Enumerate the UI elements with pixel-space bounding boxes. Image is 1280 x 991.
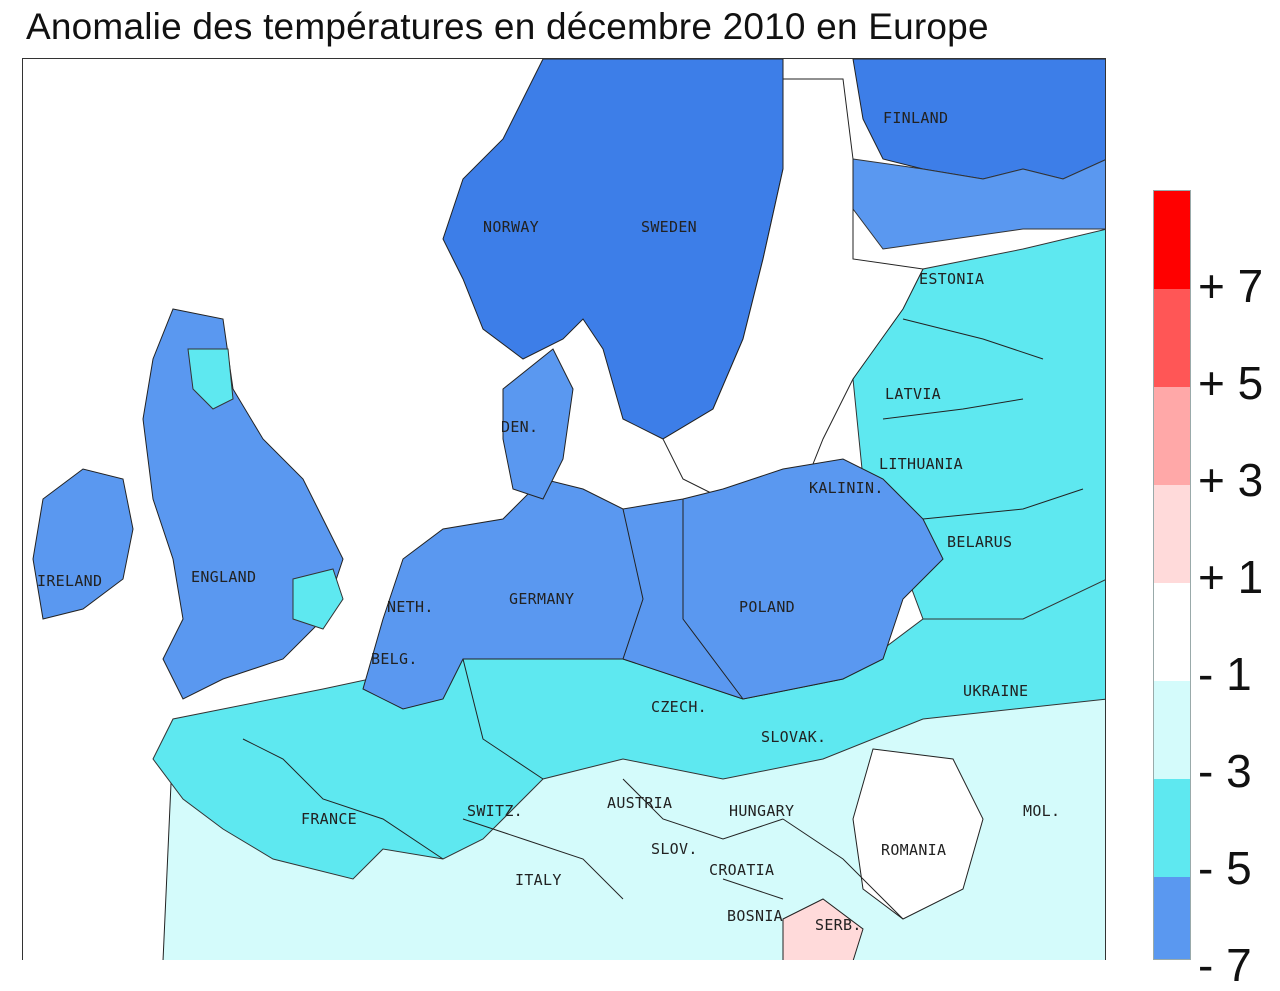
legend-label: - 3 [1198, 745, 1252, 797]
zone-romania-neutral [852, 748, 984, 920]
label-czech: CZECH. [651, 698, 707, 716]
label-kalinin: KALININ. [809, 479, 884, 497]
label-poland: POLAND [739, 598, 795, 616]
label-serbia: SERB. [815, 916, 862, 934]
temperature-anomaly-map: NORWAY SWEDEN FINLAND ESTONIA LATVIA LIT… [22, 58, 1106, 960]
legend-swatch [1154, 583, 1190, 681]
legend-label: + 1 [1198, 551, 1264, 603]
label-norway: NORWAY [483, 218, 539, 236]
label-lithuania: LITHUANIA [879, 455, 963, 473]
legend-label: - 7 [1198, 939, 1252, 991]
label-sweden: SWEDEN [641, 218, 697, 236]
legend-swatch [1154, 877, 1190, 959]
label-france: FRANCE [301, 810, 357, 828]
label-slovakia: SLOVAK. [761, 728, 826, 746]
label-bosnia: BOSNIA [727, 907, 783, 925]
legend-label: + 7 [1198, 260, 1264, 312]
zone-finland-south-cold [852, 158, 1105, 250]
legend-swatch [1154, 289, 1190, 387]
label-england: ENGLAND [191, 568, 256, 586]
legend-swatch [1154, 485, 1190, 583]
label-estonia: ESTONIA [919, 270, 984, 288]
legend-label: + 5 [1198, 357, 1264, 409]
zone-ireland-cold [32, 468, 134, 620]
label-belarus: BELARUS [947, 533, 1012, 551]
map-title: Anomalie des températures en décembre 20… [26, 6, 989, 47]
zone-denmark-cold [502, 348, 574, 500]
label-austria: AUSTRIA [607, 794, 672, 812]
label-germany: GERMANY [509, 590, 574, 608]
label-hungary: HUNGARY [729, 802, 794, 820]
label-croatia: CROATIA [709, 861, 774, 879]
color-scale-bar [1153, 190, 1191, 960]
label-ireland: IRELAND [37, 572, 102, 590]
zone-balkan-warm [782, 898, 864, 960]
label-italy: ITALY [515, 871, 562, 889]
country-borders [242, 318, 1084, 920]
legend-label: - 5 [1198, 842, 1252, 894]
zone-scotland-west-cool [187, 348, 234, 410]
label-netherlands: NETH. [387, 598, 434, 616]
legend-label: - 1 [1198, 648, 1252, 700]
map-canvas: NORWAY SWEDEN FINLAND ESTONIA LATVIA LIT… [23, 59, 1105, 960]
label-latvia: LATVIA [885, 385, 941, 403]
label-denmark: DEN. [501, 418, 538, 436]
zone-central-europe-cold [362, 458, 944, 710]
label-belgium: BELG. [371, 650, 418, 668]
label-romania: ROMANIA [881, 841, 946, 859]
zone-england-east-cool [292, 568, 344, 630]
legend-swatch [1154, 779, 1190, 877]
label-switzerland: SWITZ. [467, 802, 523, 820]
legend-swatch [1154, 191, 1190, 289]
legend-swatch [1154, 387, 1190, 485]
label-finland: FINLAND [883, 109, 948, 127]
label-slovenia: SLOV. [651, 840, 698, 858]
label-moldova: MOL. [1023, 802, 1060, 820]
label-ukraine: UKRAINE [963, 682, 1028, 700]
legend-swatch [1154, 681, 1190, 779]
legend-label: + 3 [1198, 454, 1264, 506]
